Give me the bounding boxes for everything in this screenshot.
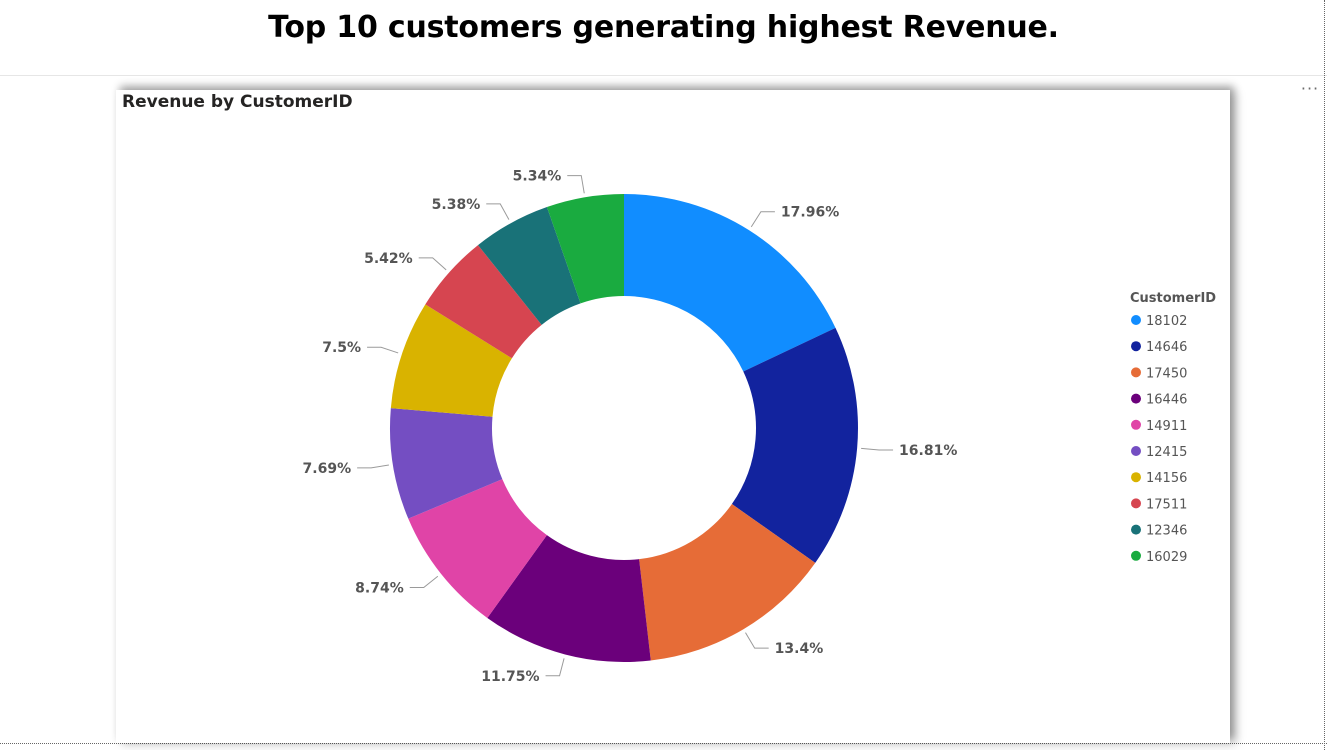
page-title: Top 10 customers generating highest Reve… (268, 10, 1059, 45)
chart-title: Revenue by CustomerID (122, 92, 353, 112)
data-label-14156: 7.5% (322, 340, 361, 356)
legend-item-12415[interactable]: 12415 (1146, 445, 1187, 460)
more-options-icon[interactable]: ··· (1300, 79, 1320, 98)
legend-marker-14646[interactable] (1131, 341, 1141, 352)
donut-slice-12415[interactable] (390, 408, 503, 519)
leader-line-17450 (745, 632, 769, 649)
leader-line-17511 (418, 257, 447, 271)
leader-line-14646 (861, 447, 894, 451)
header-divider (0, 75, 1327, 76)
legend-marker-18102[interactable] (1131, 315, 1141, 325)
legend-item-12346[interactable]: 12346 (1146, 524, 1187, 539)
data-label-16446: 11.75% (481, 669, 539, 685)
donut-slice-14156[interactable] (390, 304, 512, 417)
data-label-16029: 5.34% (513, 169, 562, 185)
legend-item-14646[interactable]: 14646 (1146, 340, 1187, 355)
legend-item-17511[interactable]: 17511 (1146, 497, 1187, 512)
legend-item-16446[interactable]: 16446 (1146, 393, 1187, 408)
legend-marker-16446[interactable] (1131, 393, 1141, 404)
data-label-12415: 7.69% (303, 461, 352, 477)
donut-slice-18102[interactable] (624, 194, 836, 372)
donut-slice-14911[interactable] (408, 479, 547, 618)
canvas-right-edge (1324, 0, 1325, 750)
leader-line-12346 (486, 203, 510, 220)
legend-item-14156[interactable]: 14156 (1146, 471, 1187, 486)
data-label-12346: 5.38% (432, 197, 481, 213)
legend-title: CustomerID (1130, 291, 1216, 306)
donut-slice-12346[interactable] (478, 207, 581, 325)
data-label-14646: 16.81% (899, 443, 957, 459)
canvas-bottom-edge (0, 743, 1327, 744)
leader-line-16446 (545, 658, 565, 677)
data-label-18102: 17.96% (781, 205, 839, 221)
legend-item-17450[interactable]: 17450 (1146, 366, 1187, 381)
leader-line-14911 (409, 575, 439, 588)
legend-marker-12415[interactable] (1131, 446, 1141, 456)
legend-marker-12346[interactable] (1131, 524, 1141, 535)
donut-slice-17511[interactable] (425, 245, 542, 359)
leader-line-12415 (357, 464, 389, 469)
donut-slice-16446[interactable] (487, 535, 651, 662)
donut-chart: 17.96% 16.81% 13.4% 11.75% 8.74% 7.69% 7.5% 5.4… (303, 169, 1217, 685)
legend-marker-17511[interactable] (1131, 498, 1141, 509)
legend-marker-14156[interactable] (1131, 472, 1141, 483)
legend-marker-17450[interactable] (1131, 367, 1141, 378)
leader-line-14156 (367, 346, 399, 354)
legend-marker-16029[interactable] (1131, 550, 1141, 561)
leader-line-16029 (567, 175, 585, 194)
data-label-17450: 13.4% (775, 641, 824, 657)
data-label-17511: 5.42% (364, 251, 413, 267)
data-label-14911: 8.74% (355, 580, 404, 596)
legend-item-14911[interactable]: 14911 (1146, 419, 1187, 434)
donut-slice-16029[interactable] (546, 194, 624, 304)
donut-chart-visual[interactable]: Revenue by CustomerID 17.96% 16.81% 13.4% 1… (116, 90, 1230, 743)
donut-slice-17450[interactable] (639, 504, 816, 661)
legend-marker-14911[interactable] (1131, 419, 1141, 430)
legend-item-18102[interactable]: 18102 (1146, 314, 1187, 329)
leader-line-18102 (750, 211, 775, 228)
donut-slice-14646[interactable] (731, 327, 858, 563)
legend-item-16029[interactable]: 16029 (1146, 550, 1187, 565)
